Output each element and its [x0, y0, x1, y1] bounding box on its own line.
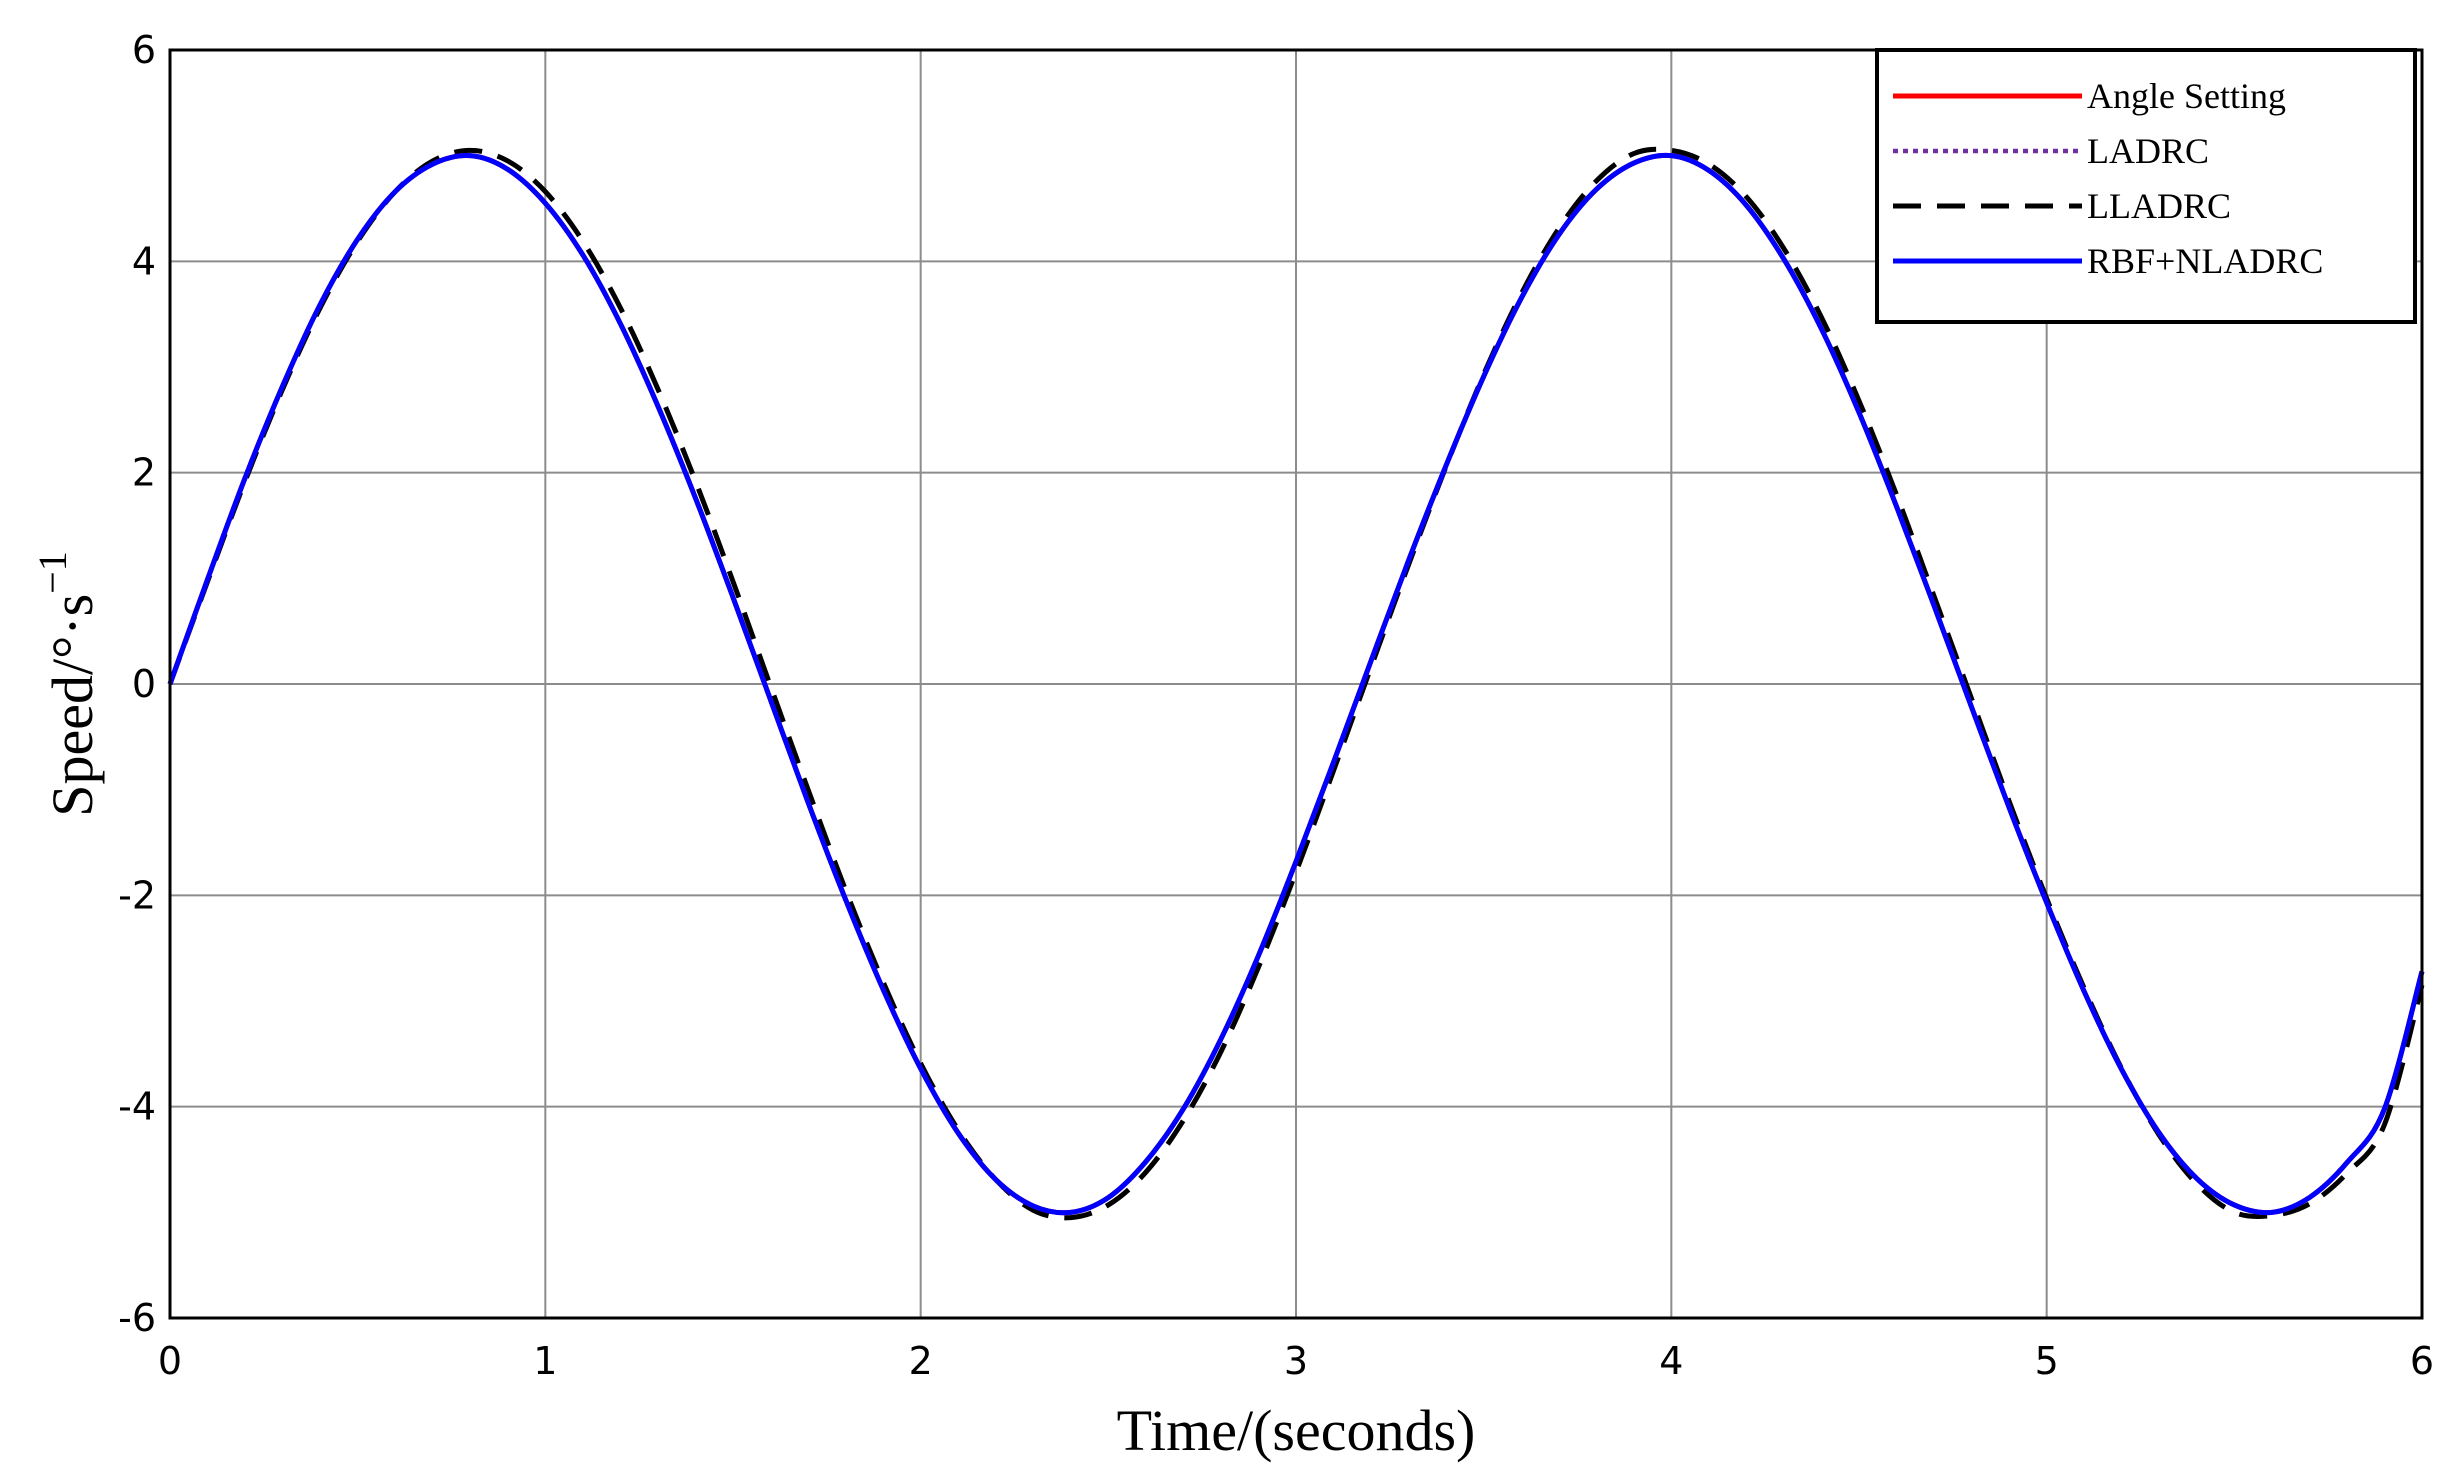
y-tick-label: 0: [132, 662, 156, 706]
x-tick-label: 0: [158, 1339, 182, 1383]
x-tick-label: 3: [1284, 1339, 1308, 1383]
series-lines: [167, 146, 2425, 1221]
tick-labels: 0 1 2 3 4 5 6 -6 -4 -2 0 2 4 6: [118, 28, 2434, 1383]
x-tick-label: 4: [1659, 1339, 1683, 1383]
y-axis-title-main: Speed/°·s: [40, 594, 105, 817]
y-tick-label: -4: [118, 1085, 156, 1129]
y-tick-label: -6: [118, 1296, 156, 1340]
y-tick-label: -2: [118, 873, 156, 917]
legend: Angle Setting LADRC LLADRC RBF+NLADRC: [1875, 48, 2417, 324]
series-line-rbf-nladrc: [167, 152, 2425, 1216]
legend-label: LLADRC: [2087, 186, 2231, 226]
y-axis-title: Speed/°·s−1: [30, 551, 105, 817]
x-tick-label: 5: [2035, 1339, 2059, 1383]
x-axis-title: Time/(seconds): [1117, 1398, 1476, 1463]
y-tick-label: 2: [132, 451, 156, 495]
x-tick-label: 6: [2410, 1339, 2434, 1383]
plot-frame: [168, 48, 2424, 1320]
y-tick-label: 4: [132, 239, 156, 283]
y-tick-label: 6: [132, 28, 156, 72]
legend-label: LADRC: [2087, 131, 2209, 171]
series-line-lladrc: [167, 146, 2425, 1221]
x-tick-label: 2: [909, 1339, 933, 1383]
legend-label: RBF+NLADRC: [2087, 241, 2323, 281]
x-tick-label: 1: [533, 1339, 557, 1383]
y-axis-title-superscript: −1: [30, 551, 75, 594]
legend-label: Angle Setting: [2087, 76, 2286, 116]
